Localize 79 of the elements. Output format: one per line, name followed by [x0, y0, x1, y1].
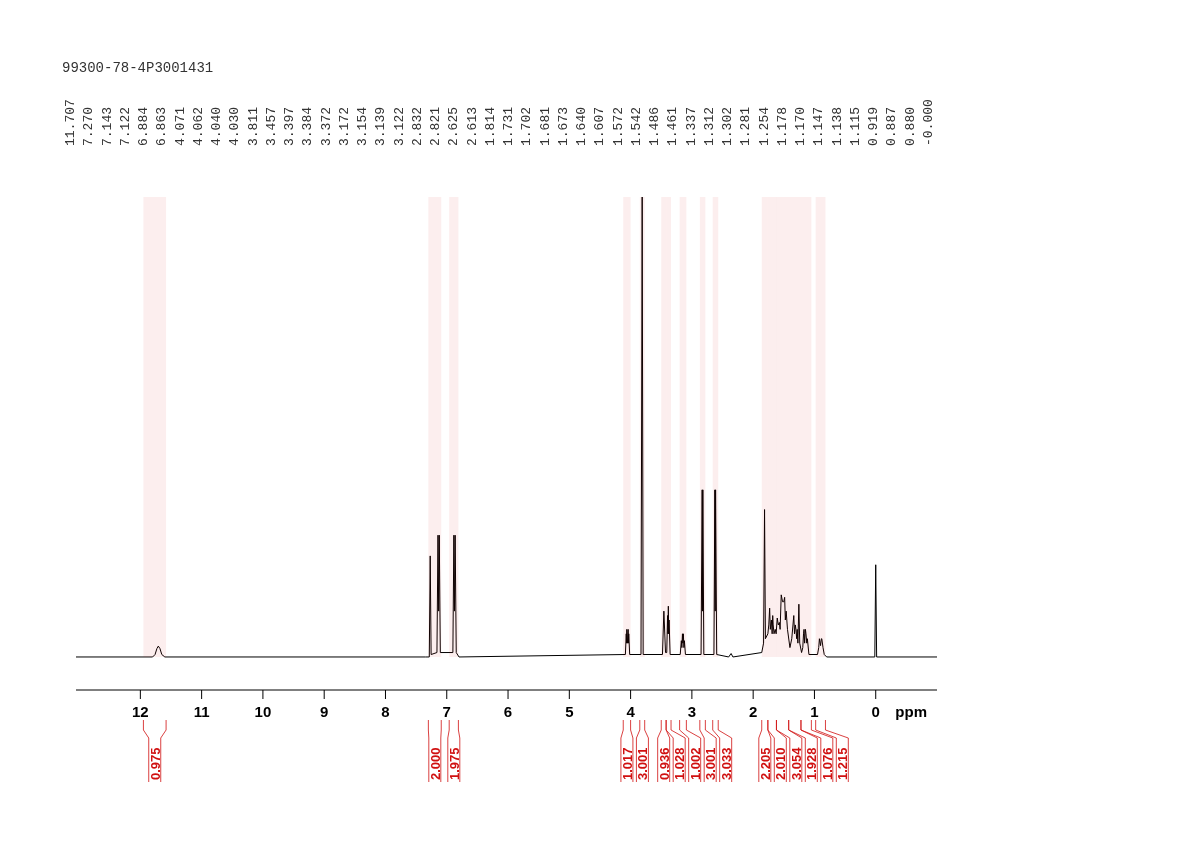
text: 7.122: [117, 106, 133, 146]
x-tick-label: 4: [626, 703, 636, 720]
text: 1.486: [647, 106, 663, 146]
text: 1.337: [683, 106, 699, 146]
text: 1.572: [610, 106, 626, 146]
band-label: 1.928: [804, 747, 820, 780]
text: 6.884: [136, 106, 152, 146]
band-label: 2.205: [757, 747, 773, 780]
text: 1.178: [774, 106, 790, 146]
band-label: 3.001: [703, 747, 719, 780]
text: 3.122: [391, 106, 407, 146]
text: 2.625: [446, 106, 462, 146]
text: 3.457: [263, 106, 279, 146]
band-label: 3.001: [635, 747, 651, 780]
text: 3.372: [318, 106, 334, 146]
text: 1.115: [847, 106, 863, 146]
text: 4.071: [172, 106, 188, 146]
x-tick-label: 1: [810, 703, 819, 720]
text: 1.138: [829, 106, 845, 146]
band-label: 2.010: [773, 747, 789, 780]
text: 3.172: [336, 106, 352, 146]
band-label: 1.076: [819, 747, 835, 780]
text: 3.384: [300, 106, 316, 146]
text: 7.270: [81, 106, 97, 146]
text: 1.302: [720, 106, 736, 146]
text: 4.040: [209, 106, 225, 146]
x-tick-label: 8: [381, 703, 390, 720]
band-label: 0.936: [656, 747, 672, 780]
text: 3.154: [355, 106, 371, 146]
text: 0.887: [884, 106, 900, 146]
text: 3.811: [245, 106, 261, 146]
text: 1.814: [482, 106, 498, 146]
text: 1.461: [665, 106, 681, 146]
x-tick-label: 5: [565, 703, 574, 720]
band-label: 3.054: [788, 746, 804, 780]
text: 1.312: [701, 106, 717, 146]
band-label: 0.975: [147, 747, 163, 780]
x-tick-label: 6: [503, 703, 513, 720]
x-tick-label: 9: [320, 703, 329, 720]
x-tick-label: 11: [193, 703, 210, 720]
text: 3.397: [282, 106, 298, 146]
text: 0.919: [866, 106, 882, 146]
text: 2.613: [464, 106, 480, 146]
text: 1.731: [501, 106, 517, 146]
text: 0.880: [902, 106, 918, 146]
x-tick-label: 7: [442, 703, 451, 720]
text: 1.673: [555, 106, 571, 146]
text: 2.821: [428, 106, 444, 146]
text: 1.254: [756, 106, 772, 146]
text: 6.863: [154, 106, 170, 146]
band-label: 2.000: [427, 747, 443, 780]
x-tick-label: 0: [871, 703, 880, 720]
x-tick-label: 10: [254, 703, 272, 720]
text: 3.139: [373, 106, 389, 146]
text: -0.000: [921, 99, 936, 146]
text: 4.030: [227, 106, 243, 146]
text: 1.640: [574, 106, 590, 146]
text: 1.147: [811, 106, 827, 146]
text: 1.702: [519, 106, 535, 146]
x-tick-label: 12: [132, 703, 149, 720]
text: 2.832: [409, 106, 425, 146]
text: 4.062: [190, 106, 206, 146]
band-label: 1.002: [687, 747, 703, 780]
band-label: 1.215: [835, 747, 851, 780]
text: 1.681: [537, 106, 553, 146]
x-axis-title: ppm: [895, 703, 927, 720]
text: 1.170: [793, 106, 809, 146]
text: 7.143: [99, 106, 115, 146]
band-label: 1.975: [446, 747, 462, 780]
band-label: 3.033: [718, 747, 734, 780]
band-label: 1.017: [619, 747, 635, 780]
text: 11.707: [63, 99, 78, 146]
text: 1.542: [628, 106, 644, 146]
band-label: 1.028: [672, 747, 688, 780]
x-tick-label: 2: [748, 703, 758, 720]
text: 1.281: [738, 106, 754, 146]
x-tick-label: 3: [687, 703, 697, 720]
text: 1.607: [592, 106, 608, 146]
chart-title: 99300-78-4P3001431: [62, 60, 214, 76]
